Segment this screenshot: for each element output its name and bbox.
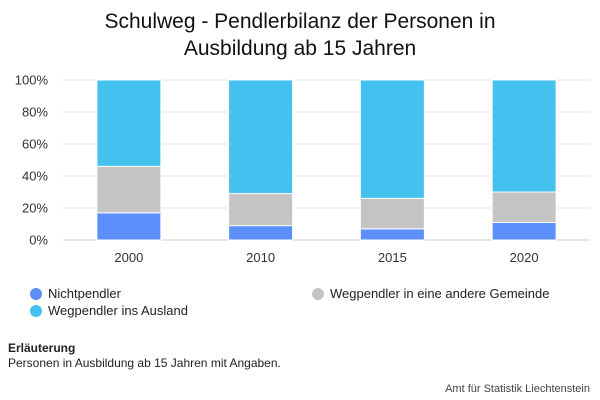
bar-segment xyxy=(359,228,425,241)
y-tick-label: 40% xyxy=(22,169,48,184)
stacked-bar-chart: 0% 20% 40% 60% 80% 100% 2000 2010 2015 2020 xyxy=(15,73,590,265)
y-tick-label: 60% xyxy=(22,137,48,152)
y-tick-label: 100% xyxy=(15,73,49,88)
legend-item-ausland[interactable]: Wegpendler ins Ausland xyxy=(30,303,188,318)
bar-segment xyxy=(228,193,294,227)
y-tick-label: 20% xyxy=(22,201,48,216)
legend-label-gemeinde: Wegpendler in eine andere Gemeinde xyxy=(330,286,550,301)
bar-segment xyxy=(359,197,425,230)
bar-segment xyxy=(491,191,557,223)
explanation-title: Erläuterung xyxy=(8,341,76,355)
legend-dot-gemeinde xyxy=(312,287,324,300)
source-credit: Amt für Statistik Liechtenstein xyxy=(445,383,590,395)
chart-title: Schulweg - Pendlerbilanz der Personen in… xyxy=(0,8,600,62)
x-tick-label: 2015 xyxy=(378,250,407,265)
chart-title-line-2: Ausbildung ab 15 Jahren xyxy=(183,37,417,60)
chart-title-line-1: Schulweg - Pendlerbilanz der Personen in xyxy=(104,10,496,33)
legend-label-ausland: Wegpendler ins Ausland xyxy=(48,303,188,318)
legend-item-gemeinde[interactable]: Wegpendler in eine andere Gemeinde xyxy=(312,286,549,301)
bar-segment xyxy=(96,165,162,214)
explanation-note: Erläuterung Personen in Ausbildung ab 15… xyxy=(8,341,281,371)
bar-segment xyxy=(96,212,162,241)
legend-dot-ausland xyxy=(30,304,42,317)
bar-segment xyxy=(359,79,425,199)
bar-segment xyxy=(491,79,557,193)
bar-segment xyxy=(228,79,294,195)
legend-dot-nichtpendler xyxy=(30,287,42,300)
bar-segment xyxy=(491,221,557,241)
bar-segment xyxy=(96,79,162,167)
y-tick-label: 0% xyxy=(29,233,48,248)
x-tick-label: 2010 xyxy=(246,250,275,265)
y-tick-label: 80% xyxy=(22,105,48,120)
legend-label-nichtpendler: Nichtpendler xyxy=(48,286,121,301)
x-tick-label: 2000 xyxy=(114,250,143,265)
explanation-text: Personen in Ausbildung ab 15 Jahren mit … xyxy=(8,356,281,370)
x-tick-label: 2020 xyxy=(510,250,539,265)
legend-item-nichtpendler[interactable]: Nichtpendler xyxy=(30,286,121,301)
bar-segment xyxy=(228,225,294,241)
